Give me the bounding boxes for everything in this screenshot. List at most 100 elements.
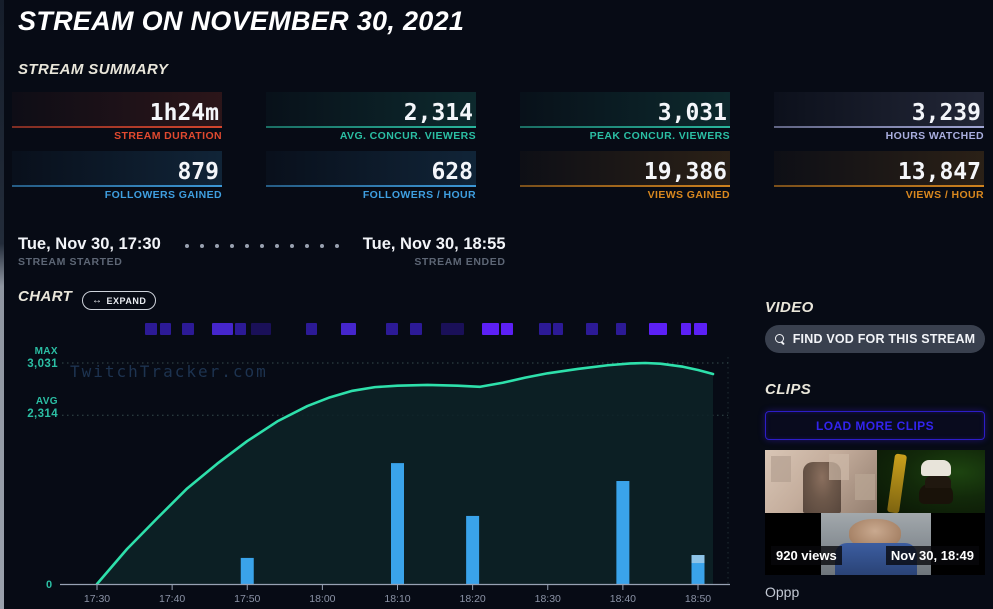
separator-dot <box>259 244 264 248</box>
stream-ended-time: Tue, Nov 30, 18:55 <box>362 235 506 253</box>
x-tick-label: 17:50 <box>234 593 260 605</box>
stat-underline <box>520 185 730 187</box>
stat-stream-duration: 1h24m STREAM DURATION <box>12 92 222 142</box>
stat-underline <box>774 185 984 187</box>
clip-views-badge: 920 views <box>771 546 842 565</box>
stream-summary-heading: STREAM SUMMARY <box>18 61 169 78</box>
x-tick-label: 18:10 <box>384 593 410 605</box>
separator-dot <box>214 244 219 248</box>
x-tick-label: 18:00 <box>309 593 335 605</box>
stat-value: 2,314 <box>266 92 476 126</box>
clip-thumbnail[interactable]: 920 views Nov 30, 18:49 <box>765 450 985 575</box>
clip-timestamp-badge: Nov 30, 18:49 <box>885 546 979 565</box>
timeline-segment <box>616 323 626 335</box>
load-more-clips-button[interactable]: LOAD MORE CLIPS <box>765 411 985 440</box>
stream-times: Tue, Nov 30, 17:30 STREAM STARTED Tue, N… <box>18 235 506 268</box>
activity-bar <box>391 463 404 584</box>
timeline-segment <box>410 323 422 335</box>
viewers-chart: MAX 3,031 AVG 2,314 TwitchTracker.com 17:… <box>0 335 750 609</box>
separator-dot <box>199 244 204 248</box>
stat-value: 1h24m <box>12 92 222 126</box>
stat-hours-watched: 3,239 HOURS WATCHED <box>774 92 984 142</box>
separator-dot <box>244 244 249 248</box>
stream-started-label: STREAM STARTED <box>18 256 123 268</box>
separator-dot <box>304 244 309 248</box>
stat-value: 3,239 <box>774 92 984 126</box>
timeline-segment <box>586 323 598 335</box>
timeline-segment <box>182 323 194 335</box>
stat-underline <box>12 185 222 187</box>
activity-bar <box>616 481 630 584</box>
stat-value: 628 <box>266 151 476 185</box>
timeline-segment <box>251 323 271 335</box>
separator-dot <box>229 244 234 248</box>
stat-value: 879 <box>12 151 222 185</box>
stream-started-time: Tue, Nov 30, 17:30 <box>18 235 161 253</box>
stream-ended-label: STREAM ENDED <box>414 256 506 268</box>
search-icon <box>774 333 786 345</box>
stat-label: VIEWS GAINED <box>647 189 730 201</box>
clip-webcam-top-left <box>765 450 877 513</box>
stat-underline <box>520 126 730 128</box>
timeline-segment <box>145 323 157 335</box>
stat-avg-concurrent-viewers: 2,314 AVG. CONCUR. VIEWERS <box>266 92 476 142</box>
timeline-segment <box>681 323 691 335</box>
timeline-segment <box>341 323 356 335</box>
stat-underline <box>12 126 222 128</box>
stream-ended: Tue, Nov 30, 18:55 STREAM ENDED <box>363 235 506 268</box>
stat-label: PEAK CONCUR. VIEWERS <box>589 130 730 142</box>
stat-followers-per-hour: 628 FOLLOWERS / HOUR <box>266 151 476 201</box>
stream-started: Tue, Nov 30, 17:30 STREAM STARTED <box>18 235 161 268</box>
page-title: STREAM ON NOVEMBER 30, 2021 <box>18 6 465 36</box>
viewers-line <box>95 361 715 586</box>
x-tick-label: 17:30 <box>84 593 110 605</box>
separator-dot <box>274 244 279 248</box>
x-tick-label: 18:20 <box>459 593 485 605</box>
stat-label: FOLLOWERS GAINED <box>104 189 222 201</box>
stat-underline <box>266 126 476 128</box>
y-zero-label: 0 <box>46 579 52 591</box>
timeline-segment <box>482 323 499 335</box>
expand-chart-button[interactable]: ↔ EXPAND <box>82 291 157 310</box>
avg-gridline-label: AVG 2,314 <box>27 396 58 420</box>
stat-views-gained: 19,386 VIEWS GAINED <box>520 151 730 201</box>
max-gridline-label: MAX 3,031 <box>27 346 58 370</box>
timeline-segment <box>539 323 551 335</box>
separator-dot <box>334 244 339 248</box>
stat-label: VIEWS / HOUR <box>905 189 984 201</box>
timeline-segment <box>553 323 563 335</box>
watermark: TwitchTracker.com <box>70 362 268 381</box>
timeline-segment <box>649 323 667 335</box>
timeline-segment <box>160 323 171 335</box>
stat-value: 19,386 <box>520 151 730 185</box>
x-tick-label: 18:50 <box>685 593 711 605</box>
stat-followers-gained: 879 FOLLOWERS GAINED <box>12 151 222 201</box>
timeline-segment <box>212 323 233 335</box>
viewers-chart-canvas: TwitchTracker.com 17:30 17:40 17:50 18:00 18:… <box>46 357 730 605</box>
stat-label: AVG. CONCUR. VIEWERS <box>339 130 476 142</box>
time-separator-dots <box>184 244 339 248</box>
timeline-segment <box>441 323 464 335</box>
separator-dot <box>184 244 189 248</box>
find-vod-button[interactable]: FIND VOD FOR THIS STREAM <box>765 325 985 353</box>
timeline-segment <box>694 323 707 335</box>
stat-value: 3,031 <box>520 92 730 126</box>
stream-timeline-segments <box>0 323 993 336</box>
stat-underline <box>774 126 984 128</box>
stat-views-per-hour: 13,847 VIEWS / HOUR <box>774 151 984 201</box>
clip-webcam-bottom-center <box>821 513 931 575</box>
timeline-segment <box>235 323 246 335</box>
clips-heading: CLIPS <box>765 381 812 398</box>
x-tick-label: 17:40 <box>159 593 185 605</box>
timeline-segment <box>501 323 513 335</box>
stat-peak-concurrent-viewers: 3,031 PEAK CONCUR. VIEWERS <box>520 92 730 142</box>
x-tick-label: 18:40 <box>610 593 636 605</box>
expand-arrows-icon: ↔ <box>92 294 103 306</box>
x-tick-label: 18:30 <box>535 593 561 605</box>
stat-label: FOLLOWERS / HOUR <box>362 189 476 201</box>
timeline-segment <box>386 323 398 335</box>
stat-label: STREAM DURATION <box>114 130 222 142</box>
clip-card[interactable]: 920 views Nov 30, 18:49 Oppp <box>765 450 985 600</box>
activity-bar <box>466 515 480 584</box>
